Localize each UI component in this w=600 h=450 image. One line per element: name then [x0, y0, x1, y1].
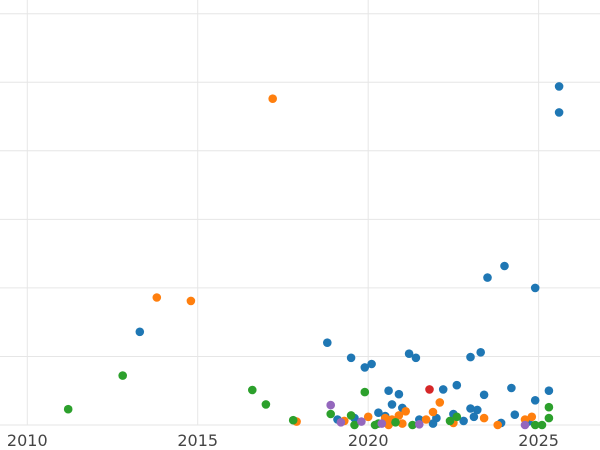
data-point [404, 349, 414, 359]
data-point [384, 386, 393, 396]
data-point [479, 390, 489, 400]
data-point [323, 338, 332, 348]
data-point [428, 407, 438, 417]
data-point [500, 261, 509, 271]
data-point [452, 380, 462, 390]
data-point [493, 420, 503, 430]
data-point [346, 353, 356, 363]
data-point [248, 385, 257, 395]
data-point [459, 416, 468, 426]
data-point [466, 404, 475, 413]
data-point [326, 400, 336, 410]
data-point [186, 296, 196, 306]
data-point [435, 398, 445, 407]
data-point [118, 371, 127, 380]
data-point [346, 411, 356, 420]
data-point [135, 327, 145, 337]
data-point [530, 420, 540, 430]
data-point [326, 409, 336, 419]
data-point [360, 387, 370, 397]
x-tick-label: 2020 [348, 431, 389, 450]
data-point [421, 415, 431, 424]
data-point [554, 108, 564, 117]
data-point [63, 404, 73, 414]
data-point [288, 415, 298, 425]
data-point [554, 82, 564, 91]
data-point [452, 412, 462, 422]
data-point [510, 410, 520, 420]
data-point [261, 400, 271, 409]
data-point [483, 273, 492, 282]
data-point [438, 385, 448, 394]
data-point [544, 402, 554, 412]
grid-layer [0, 0, 600, 426]
data-point [360, 363, 370, 372]
data-point [387, 400, 397, 409]
data-point [520, 420, 530, 430]
data-point [544, 386, 554, 396]
data-point [530, 396, 540, 405]
data-point [268, 94, 278, 103]
data-point [479, 413, 489, 423]
x-tick-label: 2025 [518, 431, 559, 450]
data-point [408, 420, 417, 430]
data-point [507, 383, 516, 393]
data-point [374, 408, 383, 418]
data-point [394, 389, 404, 399]
data-point [357, 417, 366, 426]
data-point [445, 416, 455, 426]
data-point [530, 283, 540, 293]
data-point [394, 411, 404, 420]
points-layer [63, 82, 564, 430]
data-point [425, 385, 434, 394]
data-point [152, 293, 162, 302]
data-point [391, 418, 400, 427]
data-point [350, 420, 359, 430]
data-point [384, 420, 393, 430]
data-point [428, 419, 438, 428]
data-point [336, 418, 346, 427]
data-point [415, 420, 424, 429]
data-point [398, 419, 407, 428]
data-point [544, 413, 554, 423]
data-point [466, 352, 475, 362]
data-point [377, 419, 387, 428]
x-tick-label: 2015 [177, 431, 218, 450]
data-point [367, 359, 376, 369]
data-point [401, 407, 411, 416]
data-point [476, 348, 486, 357]
data-point [469, 412, 479, 422]
data-point [527, 412, 537, 422]
data-point [411, 353, 421, 363]
x-tick-label: 2010 [7, 431, 48, 450]
data-point [363, 412, 373, 422]
x-tick-labels: 2010 2015 2020 2025 [7, 431, 559, 450]
data-point [537, 420, 547, 430]
data-point [473, 405, 482, 415]
